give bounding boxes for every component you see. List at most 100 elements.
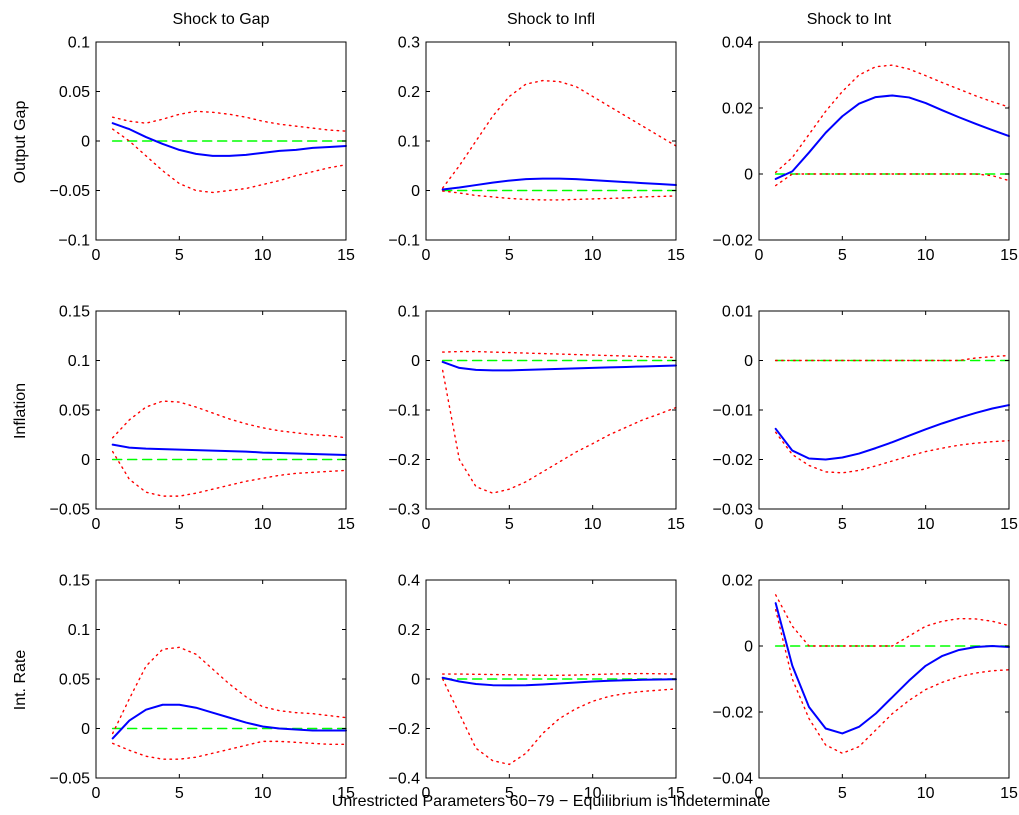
y-tick-label: −0.1 — [388, 233, 420, 250]
x-tick-label: 15 — [337, 247, 355, 264]
panel-r2-c1: 0 5 10 15 −0.4 −0.2 0 0.2 0.4 — [388, 573, 685, 803]
y-tick-label: 0.05 — [59, 403, 90, 420]
column-title-gap: Shock to Gap — [173, 11, 270, 28]
x-tick-label: 15 — [1000, 516, 1018, 533]
y-tick-label: 0.1 — [68, 35, 90, 52]
x-tick-label: 10 — [917, 516, 935, 533]
panel-r0-c0: 0 5 10 15 −0.1 −0.05 0 0.05 0.1 — [50, 35, 355, 265]
x-tick-label: 10 — [917, 785, 935, 802]
y-tick-label: −0.05 — [50, 502, 91, 519]
x-tick-label: 0 — [755, 516, 764, 533]
x-tick-label: 0 — [422, 785, 431, 802]
y-tick-label: 0.02 — [722, 573, 753, 590]
y-tick-label: −0.02 — [713, 233, 754, 250]
x-tick-label: 0 — [422, 247, 431, 264]
series-response-line — [774, 602, 1010, 735]
y-tick-label: −0.02 — [713, 452, 754, 469]
y-tick-label: −0.04 — [713, 771, 754, 788]
x-tick-label: 15 — [667, 516, 685, 533]
x-tick-label: 5 — [175, 247, 184, 264]
x-tick-label: 15 — [667, 247, 685, 264]
axes-frame — [758, 579, 1010, 779]
y-tick-label: 0 — [81, 452, 90, 469]
x-tick-label: 15 — [667, 785, 685, 802]
y-tick-label: 0.05 — [59, 84, 90, 101]
y-tick-label: 0 — [411, 353, 420, 370]
panel-r1-c1: 0 5 10 15 −0.3 −0.2 −0.1 0 0.1 — [388, 304, 685, 534]
x-tick-label: 5 — [838, 247, 847, 264]
series-response-line — [441, 177, 677, 191]
figure-caption: Unrestricted Parameters 60−79 − Equilibr… — [332, 793, 771, 810]
y-tick-label: 0.4 — [398, 573, 420, 590]
y-tick-label: 0.04 — [722, 35, 753, 52]
y-tick-label: 0 — [744, 167, 753, 184]
y-tick-label: −0.03 — [713, 502, 754, 519]
column-title-infl: Shock to Infl — [507, 11, 595, 28]
x-tick-label: 0 — [92, 247, 101, 264]
series-lower-line — [441, 678, 677, 766]
y-tick-label: 0.02 — [722, 101, 753, 118]
series-response-line — [774, 94, 1010, 180]
y-tick-label: −0.02 — [713, 705, 754, 722]
row-label-output-gap: Output Gap — [12, 101, 29, 184]
y-tick-label: −0.2 — [388, 721, 420, 738]
y-tick-label: 0 — [744, 639, 753, 656]
row-label-int-rate: Int. Rate — [12, 650, 29, 711]
y-tick-label: 0.05 — [59, 672, 90, 689]
y-tick-label: 0 — [411, 672, 420, 689]
y-tick-label: 0 — [81, 134, 90, 151]
panel-r0-c1: 0 5 10 15−0.100.10.20.3 — [388, 35, 685, 265]
y-tick-label: −0.1 — [388, 403, 420, 420]
x-tick-label: 0 — [92, 785, 101, 802]
series-response-line — [774, 404, 1010, 461]
x-tick-label: 0 — [755, 785, 764, 802]
y-tick-label: 0.1 — [68, 353, 90, 370]
y-tick-label: 0.15 — [59, 304, 90, 321]
series-lower-line — [111, 740, 347, 760]
series-upper-line — [774, 64, 1010, 174]
y-tick-label: 0.1 — [398, 134, 420, 151]
y-tick-label: −0.05 — [50, 771, 91, 788]
x-tick-label: 15 — [337, 785, 355, 802]
series-lower-line — [774, 609, 1010, 754]
series-lower-line — [111, 450, 347, 497]
row-label-inflation: Inflation — [12, 383, 29, 439]
x-tick-label: 10 — [254, 516, 272, 533]
x-tick-label: 5 — [505, 516, 514, 533]
y-tick-label: 0.1 — [398, 304, 420, 321]
x-tick-label: 15 — [337, 516, 355, 533]
panel-r1-c2: 0 5 10 15 −0.03 −0.02 −0.01 0 0.01 — [713, 304, 1018, 534]
x-tick-label: 10 — [254, 247, 272, 264]
y-tick-label: 0.01 — [722, 304, 753, 321]
y-tick-label: −0.05 — [50, 183, 91, 200]
y-tick-label: −0.01 — [713, 403, 754, 420]
x-tick-label: 5 — [175, 785, 184, 802]
x-tick-label: 10 — [254, 785, 272, 802]
series-upper-line — [441, 79, 677, 189]
x-tick-label: 0 — [92, 516, 101, 533]
x-tick-label: 5 — [505, 785, 514, 802]
y-tick-label: −0.2 — [388, 452, 420, 469]
series-response-line — [441, 360, 677, 372]
series-response-line — [441, 676, 677, 687]
y-tick-label: 0.2 — [398, 622, 420, 639]
axes-frame — [758, 41, 1010, 241]
x-tick-label: 15 — [1000, 785, 1018, 802]
series-response-line — [111, 122, 347, 157]
y-tick-label: −0.4 — [388, 771, 420, 788]
x-tick-label: 10 — [584, 785, 602, 802]
panel-r2-c2: 0 5 10 15 −0.04 −0.02 0 0.02 — [713, 573, 1018, 803]
x-tick-label: 5 — [175, 516, 184, 533]
x-tick-label: 0 — [755, 247, 764, 264]
x-tick-label: 0 — [422, 516, 431, 533]
series-response-line — [111, 443, 347, 457]
x-tick-label: 5 — [838, 516, 847, 533]
series-lower-line — [441, 369, 677, 494]
series-lower-line — [111, 128, 347, 194]
x-tick-label: 10 — [584, 247, 602, 264]
y-tick-label: 0.2 — [398, 84, 420, 101]
